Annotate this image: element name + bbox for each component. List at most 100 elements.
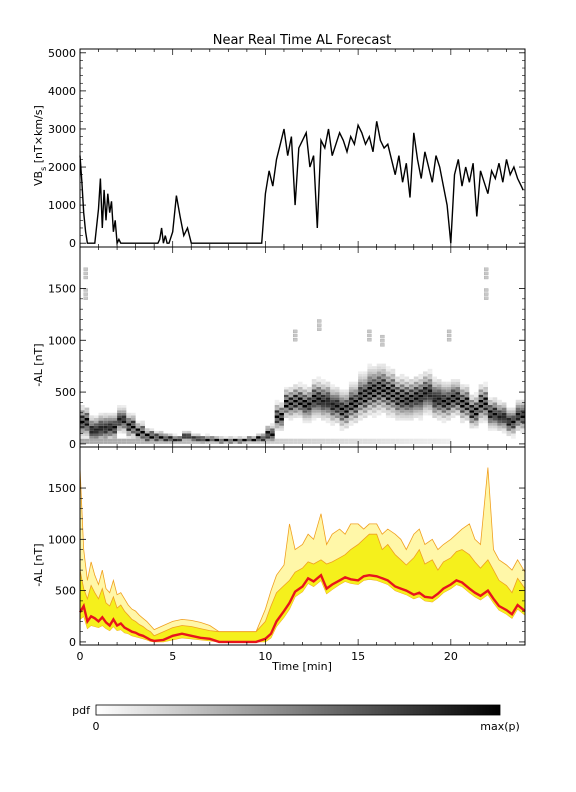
heatmap-cell [177,436,182,439]
heatmap-cell [469,407,475,411]
heatmap-cell [311,402,317,405]
heatmap-cell [228,438,233,442]
heatmap-cell [149,438,155,442]
heatmap-cell [395,392,400,395]
heatmap-cell [399,405,405,408]
heatmap-isolated-cell [446,329,452,334]
heatmap-cell [107,428,113,431]
heatmap-cell [409,381,414,385]
heatmap-cell [302,415,308,418]
heatmap-cell [381,399,386,403]
heatmap-cell [381,386,386,390]
heatmap-cell [288,407,294,411]
heatmap-cell [497,418,502,421]
heatmap-cell [316,407,322,411]
heatmap-cell [344,412,349,416]
heatmap-cell [423,405,428,408]
heatmap-cell [131,428,136,431]
heatmap-cell [89,425,94,429]
heatmap-cell [84,438,90,442]
heatmap-cell [441,410,447,413]
heatmap-cell [376,412,382,416]
heatmap-cell [288,402,294,405]
heatmap-cell [446,407,451,411]
heatmap-cell [441,415,447,418]
heatmap-cell [399,418,405,421]
heatmap-cell [385,389,391,393]
heatmap-cell [358,386,363,390]
heatmap-cell [339,410,345,413]
heatmap-isolated-cell [484,271,489,276]
heatmap-cell [474,392,479,395]
heatmap-cell [432,438,437,442]
y-tick-label: 2000 [48,161,76,174]
heatmap-cell [154,430,159,434]
heatmap-cell [344,423,349,426]
heatmap-cell [279,418,284,421]
heatmap-cell [436,384,442,387]
heatmap-cell [372,376,377,380]
heatmap-cell [107,423,113,426]
heatmap-cell [117,438,122,442]
heatmap-cell [418,379,424,382]
heatmap-cell [399,441,405,444]
heatmap-cell [372,407,377,411]
heatmap-cell [483,386,488,390]
heatmap-cell [460,397,465,400]
heatmap-cell [441,402,447,405]
heatmap-cell [418,418,424,421]
heatmap-cell [284,394,289,398]
heatmap-cell [334,394,340,398]
heatmap-cell [385,368,391,372]
heatmap-cell [390,384,396,387]
heatmap-cell [307,389,312,393]
heatmap-cell [506,420,512,424]
heatmap-cell [163,433,169,437]
heatmap-cell [344,418,349,421]
heatmap-cell [413,438,419,442]
heatmap-cell [501,428,507,431]
heatmap-cell [376,381,382,385]
heatmap-cell [376,389,382,393]
heatmap-cell [423,384,428,387]
heatmap-cell [348,384,354,387]
y-tick-label: 1000 [48,199,76,212]
heatmap-cell [436,415,442,418]
heatmap-cell [195,436,201,439]
heatmap-cell [501,407,507,411]
heatmap-isolated-cell [317,323,322,327]
heatmap-cell [427,407,433,411]
heatmap-cell [126,415,132,418]
heatmap-cell [483,389,488,393]
heatmap-cell [492,402,498,405]
heatmap-cell [418,389,424,393]
al-pdf-y-axis-label: -AL [nT] [32,343,45,386]
heatmap-cell [330,407,335,411]
heatmap-cell [381,392,386,395]
heatmap-cell [334,397,340,400]
heatmap-cell [348,441,354,444]
heatmap-cell [427,402,433,405]
heatmap-cell [103,430,108,434]
heatmap-cell [297,394,303,398]
heatmap-cell [321,407,326,411]
heatmap-cell [98,418,104,421]
heatmap-cell [348,420,354,424]
heatmap-cell [427,373,433,377]
heatmap-cell [367,376,373,380]
heatmap-cell [474,418,479,421]
heatmap-cell [93,428,99,431]
heatmap-cell [460,399,465,403]
al-forecast-y-axis-label: -AL [nT] [32,543,45,586]
heatmap-cell [385,379,391,382]
heatmap-cell [168,438,173,442]
heatmap-cell [274,420,280,424]
heatmap-cell [107,425,113,429]
heatmap-cell [311,397,317,400]
heatmap-cell [455,392,461,395]
heatmap-cell [381,438,386,442]
heatmap-cell [107,412,113,416]
heatmap-cell [80,407,85,411]
heatmap-cell [80,438,85,442]
